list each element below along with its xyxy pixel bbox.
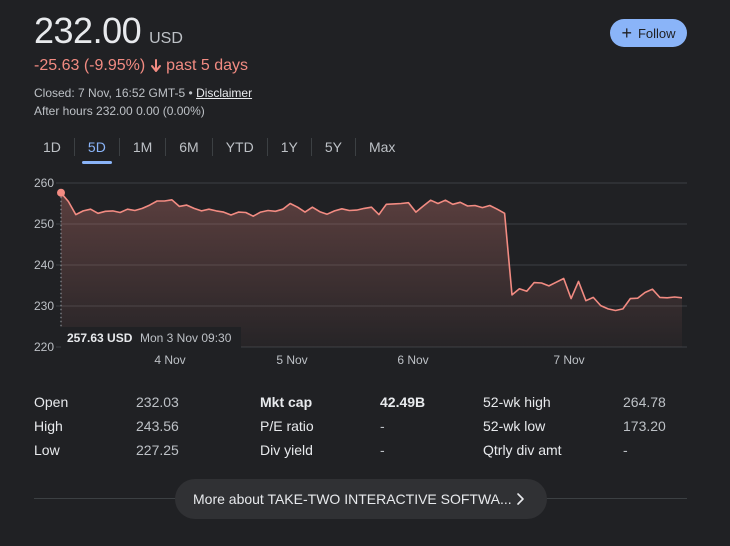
stat-label: Mkt cap	[260, 394, 313, 410]
stat-label: Open	[34, 394, 69, 410]
after-hours-info: After hours 232.00 0.00 (0.00%)	[34, 104, 205, 118]
stat-label: Low	[34, 442, 60, 458]
y-tick-label: 220	[34, 340, 54, 354]
y-tick-label: 240	[34, 258, 54, 272]
stat-value: -	[380, 442, 385, 458]
follow-label: Follow	[637, 25, 676, 41]
follow-button[interactable]: + Follow	[610, 19, 687, 47]
closed-info: Closed: 7 Nov, 16:52 GMT-5 • Disclaimer	[34, 86, 252, 100]
stat-value: -	[623, 442, 628, 458]
plus-icon: +	[621, 23, 632, 43]
stat-label: 52-wk high	[483, 394, 551, 410]
price-area	[61, 192, 682, 347]
tab-1y[interactable]: 1Y	[280, 139, 298, 155]
x-tick-label: 4 Nov	[154, 353, 185, 367]
tab-separator	[118, 138, 120, 156]
stat-value: 243.56	[136, 418, 179, 434]
current-price: 232.00	[34, 10, 142, 51]
currency-label: USD	[149, 30, 183, 47]
x-tick-label: 7 Nov	[553, 353, 584, 367]
tab-ytd[interactable]: YTD	[225, 139, 254, 155]
y-tick-label: 230	[34, 299, 54, 313]
price-change: -25.63 (-9.95%) past 5 days	[34, 57, 248, 75]
tab-max[interactable]: Max	[368, 139, 396, 155]
tab-separator	[354, 138, 356, 156]
stat-label: Qtrly div amt	[483, 442, 562, 458]
stats-table: Open 232.03 Mkt cap 42.49B 52-wk high 264.78 H…	[34, 390, 687, 462]
closed-text: Closed: 7 Nov, 16:52 GMT-5 •	[34, 86, 193, 100]
tab-5d[interactable]: 5D	[75, 134, 119, 164]
tab-6m[interactable]: 6M	[179, 139, 199, 155]
y-tick-label: 260	[34, 176, 54, 190]
disclaimer-link[interactable]: Disclaimer	[196, 86, 253, 100]
tab-separator	[310, 138, 312, 156]
tooltip-price: 257.63 USD	[67, 331, 133, 345]
more-about-button[interactable]: More about TAKE-TWO INTERACTIVE SOFTWA..…	[175, 479, 547, 519]
stat-label: P/E ratio	[260, 418, 314, 434]
tab-1d[interactable]: 1D	[43, 139, 61, 155]
stat-value: 173.20	[623, 418, 666, 434]
tab-1m[interactable]: 1M	[132, 139, 153, 155]
range-tabs: 1D 5D 1M 6M YTD 1Y 5Y Max	[30, 133, 408, 164]
price-chart[interactable]: 260 250 240 230 220 4 Nov 5 Nov 6 Nov 7 Nov 257.6…	[0, 168, 730, 378]
price-header: 232.00 USD	[34, 10, 183, 52]
stat-label: High	[34, 418, 63, 434]
tab-separator	[165, 138, 167, 156]
stats-row: High 243.56 P/E ratio - 52-wk low 173.20	[34, 414, 687, 438]
tab-separator	[73, 138, 75, 156]
arrow-down-icon	[151, 59, 162, 72]
tab-separator	[266, 138, 268, 156]
more-about-label: More about TAKE-TWO INTERACTIVE SOFTWA..…	[193, 491, 512, 507]
y-tick-label: 250	[34, 217, 54, 231]
x-tick-label: 5 Nov	[276, 353, 307, 367]
stats-row: Open 232.03 Mkt cap 42.49B 52-wk high 264.78	[34, 390, 687, 414]
chevron-right-icon	[517, 493, 524, 505]
x-tick-label: 6 Nov	[397, 353, 428, 367]
change-period: past 5 days	[166, 57, 248, 74]
stat-value: 232.03	[136, 394, 179, 410]
tooltip-time: Mon 3 Nov 09:30	[140, 331, 232, 345]
hover-dot	[57, 188, 65, 197]
stat-value: 264.78	[623, 394, 666, 410]
tab-5y[interactable]: 5Y	[324, 139, 342, 155]
stat-label: Div yield	[260, 442, 313, 458]
stat-value: 42.49B	[380, 394, 426, 410]
price-line	[60, 192, 683, 312]
stat-label: 52-wk low	[483, 418, 546, 434]
stat-value: 227.25	[136, 442, 179, 458]
tab-separator	[211, 138, 213, 156]
change-value: -25.63 (-9.95%)	[34, 57, 146, 74]
stat-value: -	[380, 418, 385, 434]
stats-row: Low 227.25 Div yield - Qtrly div amt -	[34, 438, 687, 462]
tooltip-box	[61, 327, 241, 349]
